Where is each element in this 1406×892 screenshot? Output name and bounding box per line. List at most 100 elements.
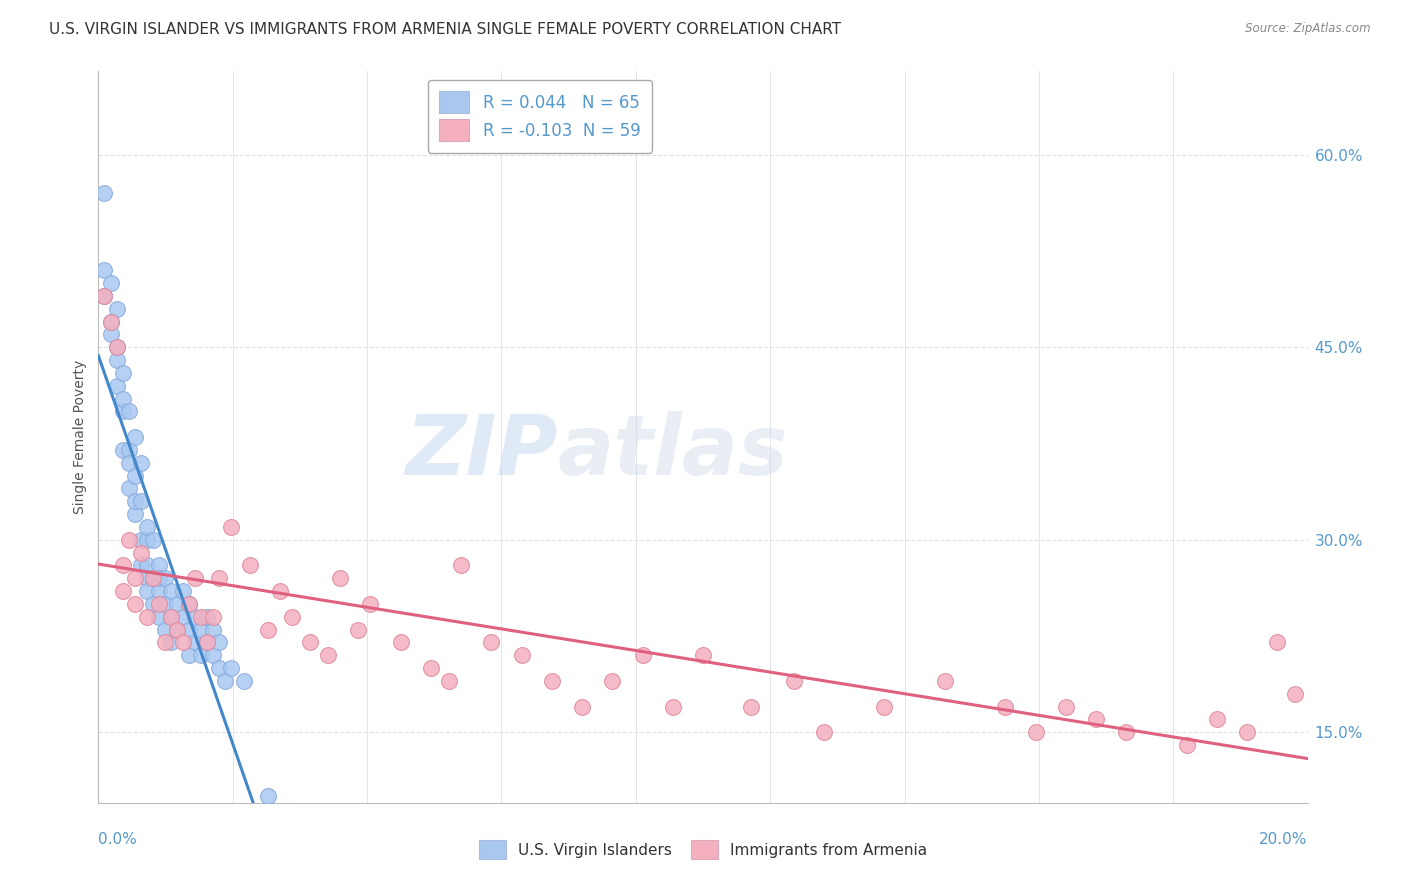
Point	[105, 340, 128, 354]
Point	[208, 635, 231, 649]
Point	[1024, 725, 1046, 739]
Point	[214, 673, 236, 688]
Point	[118, 442, 141, 457]
Point	[93, 289, 115, 303]
Y-axis label: Single Female Poverty: Single Female Poverty	[73, 360, 87, 514]
Point	[135, 520, 157, 534]
Point	[153, 623, 176, 637]
Point	[111, 366, 134, 380]
Point	[153, 597, 176, 611]
Text: 20.0%: 20.0%	[1260, 832, 1308, 847]
Text: Source: ZipAtlas.com: Source: ZipAtlas.com	[1246, 22, 1371, 36]
Point	[437, 673, 460, 688]
Point	[148, 584, 170, 599]
Point	[190, 609, 212, 624]
Text: ZIP: ZIP	[405, 411, 558, 492]
Point	[124, 507, 146, 521]
Point	[481, 635, 503, 649]
Point	[347, 623, 370, 637]
Point	[221, 520, 243, 534]
Point	[135, 571, 157, 585]
Point	[450, 558, 472, 573]
Point	[1206, 712, 1229, 726]
Legend: U.S. Virgin Islanders, Immigrants from Armenia: U.S. Virgin Islanders, Immigrants from A…	[471, 832, 935, 866]
Point	[148, 597, 170, 611]
Point	[783, 673, 806, 688]
Point	[1175, 738, 1198, 752]
Point	[111, 442, 134, 457]
Point	[221, 661, 243, 675]
Point	[100, 315, 122, 329]
Point	[202, 623, 225, 637]
Point	[166, 623, 188, 637]
Point	[172, 609, 194, 624]
Point	[195, 609, 218, 624]
Point	[135, 584, 157, 599]
Point	[179, 623, 201, 637]
Point	[160, 609, 183, 624]
Point	[124, 468, 146, 483]
Point	[166, 623, 188, 637]
Point	[389, 635, 412, 649]
Point	[129, 558, 152, 573]
Point	[142, 571, 165, 585]
Point	[111, 584, 134, 599]
Point	[124, 571, 146, 585]
Point	[299, 635, 322, 649]
Point	[1115, 725, 1137, 739]
Point	[256, 789, 278, 804]
Point	[142, 597, 165, 611]
Point	[740, 699, 762, 714]
Point	[135, 609, 157, 624]
Point	[118, 533, 141, 547]
Point	[420, 661, 443, 675]
Point	[1267, 635, 1289, 649]
Point	[1085, 712, 1108, 726]
Point	[93, 289, 115, 303]
Point	[571, 699, 593, 714]
Point	[184, 609, 207, 624]
Point	[631, 648, 654, 663]
Point	[100, 327, 122, 342]
Point	[994, 699, 1017, 714]
Point	[281, 609, 304, 624]
Point	[148, 571, 170, 585]
Point	[129, 533, 152, 547]
Point	[105, 353, 128, 368]
Point	[142, 533, 165, 547]
Text: 0.0%: 0.0%	[98, 832, 138, 847]
Point	[160, 584, 183, 599]
Point	[692, 648, 714, 663]
Point	[184, 571, 207, 585]
Point	[179, 648, 201, 663]
Point	[135, 558, 157, 573]
Point	[148, 609, 170, 624]
Point	[190, 648, 212, 663]
Point	[148, 558, 170, 573]
Point	[179, 597, 201, 611]
Point	[135, 533, 157, 547]
Point	[316, 648, 339, 663]
Point	[195, 635, 218, 649]
Point	[256, 623, 278, 637]
Point	[142, 571, 165, 585]
Text: U.S. VIRGIN ISLANDER VS IMMIGRANTS FROM ARMENIA SINGLE FEMALE POVERTY CORRELATIO: U.S. VIRGIN ISLANDER VS IMMIGRANTS FROM …	[49, 22, 841, 37]
Point	[184, 635, 207, 649]
Point	[540, 673, 562, 688]
Point	[202, 648, 225, 663]
Point	[661, 699, 683, 714]
Point	[111, 392, 134, 406]
Text: atlas: atlas	[558, 411, 789, 492]
Point	[153, 571, 176, 585]
Point	[202, 609, 225, 624]
Point	[208, 661, 231, 675]
Point	[129, 456, 152, 470]
Point	[172, 584, 194, 599]
Point	[118, 456, 141, 470]
Point	[166, 597, 188, 611]
Point	[239, 558, 262, 573]
Point	[118, 482, 141, 496]
Point	[153, 635, 176, 649]
Point	[129, 545, 152, 559]
Point	[232, 673, 254, 688]
